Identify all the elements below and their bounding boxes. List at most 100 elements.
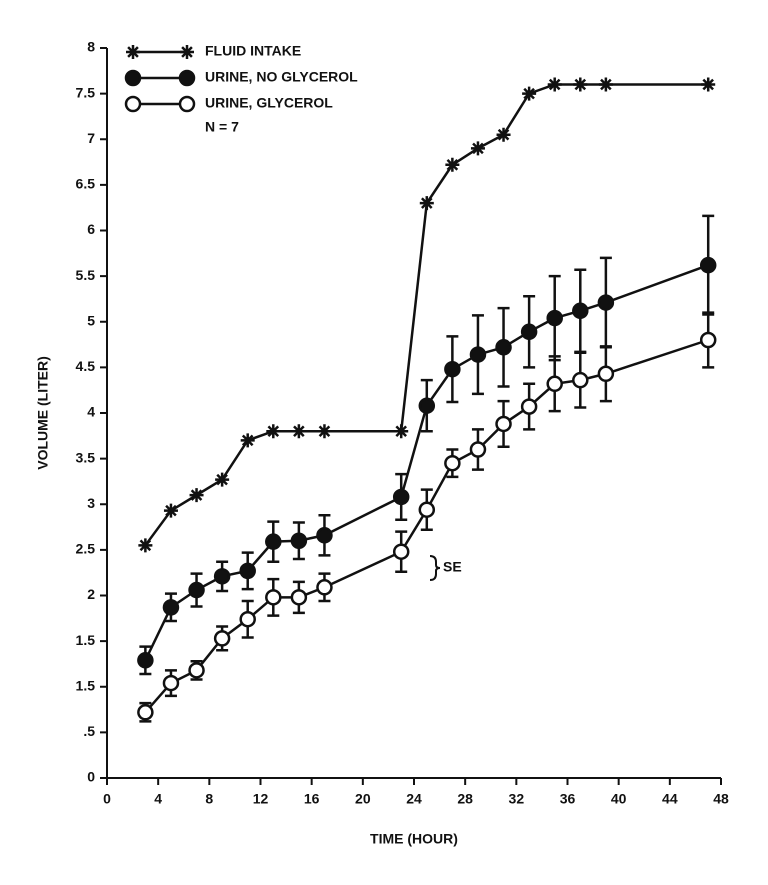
data-point	[572, 371, 589, 389]
x-tick-label: 20	[355, 791, 371, 807]
data-point	[469, 441, 487, 458]
x-tick-label: 28	[457, 791, 473, 807]
x-tick-label: 24	[406, 791, 422, 807]
data-point	[547, 77, 562, 92]
data-point	[239, 610, 256, 628]
data-point	[137, 704, 154, 721]
x-tick-label: 16	[304, 791, 320, 807]
data-point	[495, 415, 512, 433]
data-point	[394, 424, 409, 439]
data-point	[317, 424, 332, 439]
y-tick-label: 3.5	[76, 449, 96, 465]
legend-marker	[178, 95, 196, 113]
data-point	[418, 501, 436, 518]
data-point	[290, 589, 308, 606]
data-point	[520, 398, 538, 415]
data-point	[573, 77, 588, 92]
y-tick-label: 5.5	[76, 267, 96, 283]
x-axis-label: TIME (HOUR)	[370, 831, 458, 847]
data-point	[215, 472, 230, 487]
x-tick-label: 12	[253, 791, 269, 807]
data-point	[213, 630, 231, 647]
data-point	[265, 533, 282, 550]
data-point	[522, 86, 537, 101]
data-point	[392, 488, 410, 506]
data-point	[444, 454, 461, 472]
data-point	[188, 581, 205, 599]
data-point	[239, 562, 256, 580]
legend-marker	[124, 95, 142, 113]
data-point	[699, 256, 717, 274]
data-point	[546, 309, 563, 327]
data-point	[701, 77, 716, 92]
data-point	[520, 323, 538, 341]
x-tick-label: 48	[713, 791, 729, 807]
data-point	[546, 375, 563, 393]
y-tick-label: 5	[87, 312, 95, 328]
data-point	[189, 488, 204, 503]
data-point	[162, 599, 180, 616]
data-point	[419, 196, 434, 211]
y-tick-label: 7.5	[76, 84, 96, 100]
data-point	[138, 538, 153, 553]
annotation: N = 7	[205, 119, 239, 135]
data-point	[392, 543, 410, 560]
legend-marker	[126, 45, 140, 59]
y-tick-label: 4	[87, 404, 95, 420]
data-point	[495, 339, 512, 356]
x-tick-label: 32	[509, 791, 525, 807]
x-tick-label: 44	[662, 791, 678, 807]
data-point	[418, 397, 436, 414]
data-point	[188, 662, 205, 679]
y-tick-label: 0	[87, 769, 95, 785]
data-point	[265, 589, 282, 606]
y-tick-label: 4.5	[76, 358, 96, 374]
data-point	[469, 346, 487, 363]
x-tick-label: 8	[205, 791, 213, 807]
data-point	[496, 127, 511, 142]
y-tick-label: 1.5	[76, 632, 96, 648]
data-point	[163, 503, 178, 518]
series-line	[144, 264, 709, 661]
y-tick-label: 2.5	[76, 541, 96, 557]
y-axis-label: VOLUME (LITER)	[35, 356, 51, 470]
data-point	[316, 527, 333, 544]
data-point	[162, 674, 180, 692]
x-tick-label: 40	[611, 791, 627, 807]
y-tick-label: 1.5	[76, 677, 96, 693]
legend-label: URINE, NO GLYCEROL	[205, 69, 358, 85]
x-tick-label: 4	[154, 791, 162, 807]
data-point	[291, 424, 306, 439]
data-point	[240, 433, 255, 448]
se-brace	[429, 555, 441, 581]
data-point	[316, 579, 333, 596]
legend-label: FLUID INTAKE	[205, 43, 301, 59]
data-point	[470, 141, 485, 156]
y-tick-label: 7	[87, 130, 95, 146]
annotation: SE	[443, 559, 462, 575]
data-point	[597, 294, 615, 311]
data-point	[213, 568, 231, 585]
y-tick-label: 6.5	[76, 176, 96, 192]
data-point	[598, 77, 613, 92]
data-point	[137, 652, 154, 669]
legend-marker	[178, 69, 196, 87]
x-tick-label: 36	[560, 791, 576, 807]
data-point	[699, 331, 717, 349]
series-line	[144, 83, 709, 547]
data-point	[445, 157, 460, 172]
data-point	[266, 424, 281, 439]
data-point	[444, 360, 461, 378]
data-point	[597, 365, 615, 383]
legend-label: URINE, GLYCEROL	[205, 95, 333, 111]
y-tick-label: 8	[87, 39, 95, 55]
legend-marker	[180, 45, 194, 59]
legend-marker	[124, 69, 142, 87]
y-tick-label: 2	[87, 586, 95, 602]
data-point	[290, 532, 308, 549]
y-tick-label: 3	[87, 495, 95, 511]
y-tick-label: 6	[87, 221, 95, 237]
y-tick-label: .5	[83, 723, 95, 739]
